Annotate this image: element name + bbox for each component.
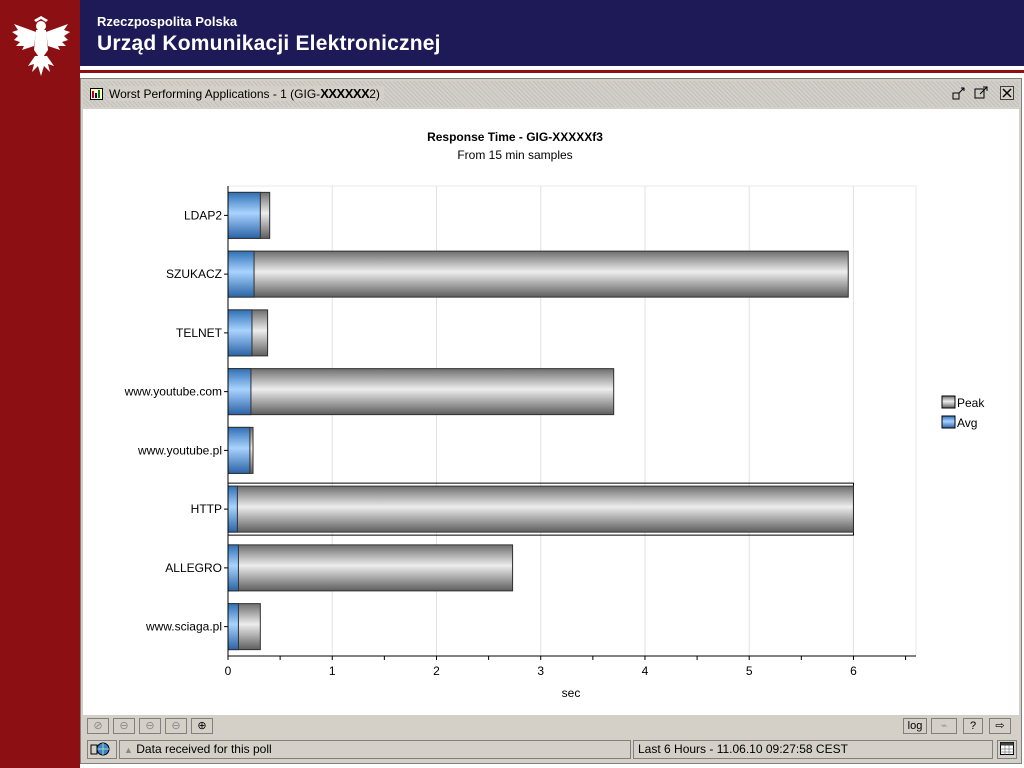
chart-subtitle: From 15 min samples [457,148,572,162]
export-button[interactable]: ⇨ [989,718,1011,734]
window-title-mask: XXXXXX [320,86,370,101]
network-globe-icon [90,742,110,756]
y-tick-label: SZUKACZ [166,267,222,281]
header-divider-red [80,70,1024,73]
bar-peak[interactable] [227,368,615,416]
status-message-cell: ▲ Data received for this poll [119,740,631,759]
zoom-in-button[interactable]: ⊕ [191,718,213,734]
legend-label: Peak [957,396,985,410]
window-title: Worst Performing Applications - 1 (GIG-X… [109,86,384,101]
x-tick-label: 6 [850,664,857,678]
status-bar: ▲ Data received for this poll Last 6 Hou… [83,739,1019,761]
x-tick-label: 4 [642,664,649,678]
left-brand-strip [0,0,80,768]
org-name-title: Urząd Komunikacji Elektronicznej [97,32,441,55]
status-message: Data received for this poll [136,742,272,756]
y-tick-label: LDAP2 [184,208,222,222]
y-tick-label: www.youtube.pl [137,443,222,457]
bar-peak[interactable] [227,250,849,298]
bar-avg[interactable] [227,309,253,357]
y-tick-label: HTTP [191,502,222,516]
time-range-cell: Last 6 Hours - 11.06.10 09:27:58 CEST [633,740,993,759]
close-icon[interactable] [999,85,1015,101]
bar-avg[interactable] [227,544,239,592]
bar-peak[interactable] [227,485,854,533]
status-arrow-icon: ▲ [124,745,133,755]
bar-avg[interactable] [227,426,251,474]
x-tick-label: 1 [329,664,336,678]
eagle-emblem-icon [12,16,70,76]
y-tick-label: TELNET [176,326,223,340]
org-country-label: Rzeczpospolita Polska [97,14,238,29]
x-tick-label: 3 [537,664,544,678]
zoom-prev-button[interactable]: ⊖ [139,718,161,734]
bar-avg[interactable] [227,603,239,651]
restore-icon[interactable] [951,85,967,101]
x-axis-label: sec [562,686,581,700]
bar-avg[interactable] [227,368,252,416]
time-range-text: Last 6 Hours - 11.06.10 09:27:58 CEST [638,742,848,756]
window-title-suffix: 2) [369,87,380,101]
chart-toolbar: ⊘ ⊖ ⊖ ⊖ ⊕ log ⌁ ? ⇨ [83,717,1019,737]
chart-title-main: Response Time - GIG-XXXXX [427,130,592,144]
report-icon [90,88,103,100]
maximize-icon[interactable] [973,85,989,101]
chart-title-suffix: f3 [592,130,603,144]
bar-avg[interactable] [227,191,261,239]
help-button[interactable]: ? [963,718,983,734]
bar-avg[interactable] [227,485,238,533]
x-tick-label: 5 [746,664,753,678]
header-divider-white [80,66,1024,70]
chart-type-button[interactable]: ⌁ [931,718,957,734]
network-status-cell [87,740,117,759]
legend-label: Avg [957,416,977,430]
y-tick-label: www.youtube.com [124,385,222,399]
chart-panel: Response Time - GIG-XXXXXf3 From 15 min … [83,109,1019,715]
bar-peak[interactable] [227,544,514,592]
zoom-out-button[interactable]: ⊖ [113,718,135,734]
window-title-prefix: Worst Performing Applications - 1 (GIG- [109,87,321,101]
y-tick-label: www.sciaga.pl [145,620,222,634]
chart-title: Response Time - GIG-XXXXXf3 [427,130,603,144]
calendar-button[interactable] [997,740,1017,759]
x-tick-label: 0 [225,664,232,678]
header-banner [80,0,1024,66]
y-tick-label: ALLEGRO [165,561,222,575]
x-tick-label: 2 [433,664,440,678]
zoom-next-button[interactable]: ⊖ [165,718,187,734]
calendar-icon [1000,742,1014,755]
bar-avg[interactable] [227,250,255,298]
legend-swatch [941,395,956,409]
log-scale-button[interactable]: log [903,718,927,734]
applet-window: Worst Performing Applications - 1 (GIG-X… [80,78,1022,764]
zoom-reset-button[interactable]: ⊘ [87,718,109,734]
legend-swatch [941,415,956,429]
response-time-chart: Response Time - GIG-XXXXXf3 From 15 min … [124,130,986,700]
window-titlebar[interactable]: Worst Performing Applications - 1 (GIG-X… [83,81,1019,107]
